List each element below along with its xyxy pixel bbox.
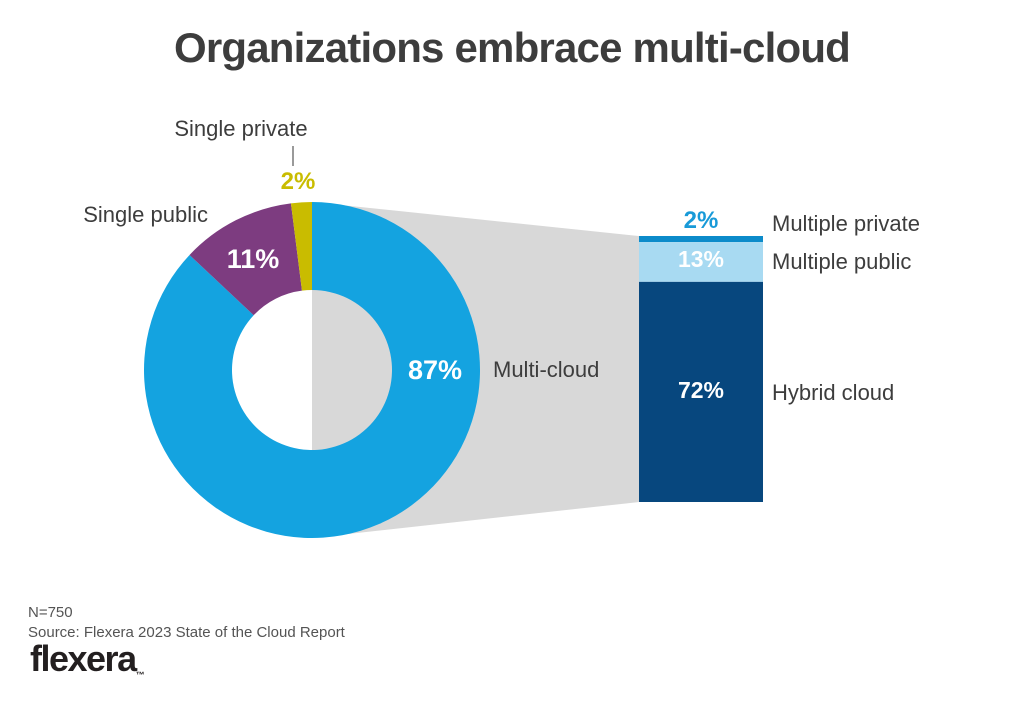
flexera-logo-text: flexera xyxy=(30,638,137,679)
donut-segment-multi-cloud xyxy=(144,202,481,538)
label-single-public: Single public xyxy=(83,202,208,227)
bar-segment-multiple-public xyxy=(639,242,763,282)
label-hybrid-cloud: Hybrid cloud xyxy=(772,380,895,405)
bar-segment-hybrid-cloud xyxy=(639,281,763,502)
label-multiple-private: Multiple private xyxy=(772,211,920,236)
pct-hybrid-cloud: 72% xyxy=(677,377,725,403)
flexera-logo: flexera™ xyxy=(30,638,145,680)
bar-segment-multiple-private xyxy=(639,236,763,243)
chart-title: Organizations embrace multi-cloud xyxy=(173,24,851,71)
source-note: Source: Flexera 2023 State of the Cloud … xyxy=(28,624,345,641)
pct-multi-cloud: 87% xyxy=(407,355,463,385)
label-multi-cloud: Multi-cloud xyxy=(493,357,600,382)
pct-multiple-private: 2% xyxy=(683,207,719,234)
donut-segment-single-private xyxy=(290,202,312,291)
pct-single-private: 2% xyxy=(280,168,316,195)
pct-single-public: 11% xyxy=(226,244,280,274)
label-single-private: Single private xyxy=(174,116,308,141)
donut-segment-single-public xyxy=(189,203,302,316)
pct-multiple-public: 13% xyxy=(677,246,725,272)
trademark-mark: ™ xyxy=(135,670,145,680)
leader-line xyxy=(292,146,294,166)
label-multiple-public: Multiple public xyxy=(772,249,912,274)
sample-size-note: N=750 xyxy=(28,604,73,621)
